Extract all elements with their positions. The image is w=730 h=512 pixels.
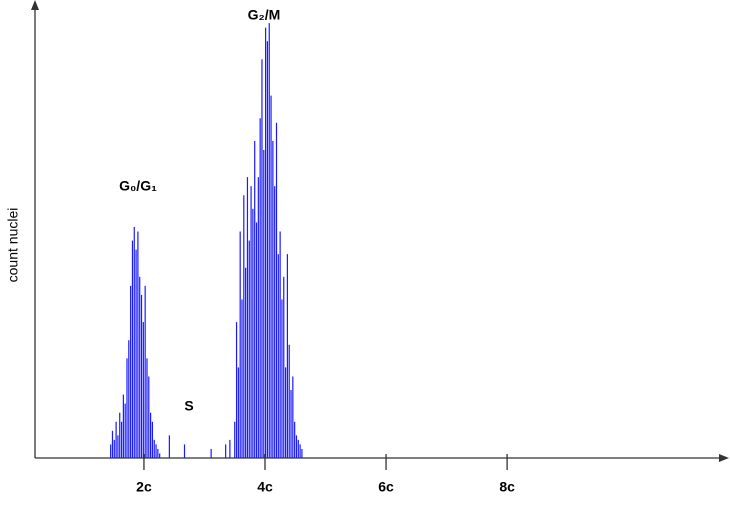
bar bbox=[168, 435, 170, 458]
bar bbox=[133, 226, 135, 458]
bar bbox=[131, 240, 134, 458]
bar bbox=[265, 27, 267, 459]
bar bbox=[122, 394, 124, 458]
bar bbox=[126, 358, 128, 458]
bar bbox=[248, 240, 250, 458]
bar bbox=[234, 421, 236, 458]
bar bbox=[130, 285, 132, 458]
bar bbox=[250, 186, 252, 458]
bar bbox=[225, 444, 227, 458]
bar bbox=[117, 435, 119, 458]
bar bbox=[261, 59, 263, 459]
bar bbox=[299, 444, 301, 458]
annotation: G₂/M bbox=[248, 7, 281, 23]
y-axis-label: count nuclei bbox=[5, 208, 21, 283]
bar bbox=[151, 421, 154, 458]
bar bbox=[140, 294, 143, 458]
x-axis-arrow bbox=[719, 454, 729, 462]
bar bbox=[255, 222, 258, 458]
x-tick-label: 4c bbox=[257, 479, 273, 495]
bar bbox=[241, 299, 243, 458]
bar bbox=[111, 430, 114, 458]
bar bbox=[237, 367, 239, 458]
bar bbox=[294, 421, 296, 458]
bar bbox=[153, 439, 155, 458]
bar bbox=[128, 340, 130, 458]
bar bbox=[137, 231, 139, 458]
bar bbox=[113, 439, 115, 458]
bar bbox=[290, 390, 292, 458]
bar bbox=[268, 23, 270, 459]
bar bbox=[115, 421, 117, 458]
bar bbox=[155, 444, 157, 458]
bar bbox=[292, 376, 294, 458]
bar bbox=[279, 231, 281, 458]
bar bbox=[272, 140, 274, 458]
bar bbox=[144, 285, 146, 458]
bar bbox=[183, 444, 186, 458]
bar bbox=[148, 376, 150, 458]
bar bbox=[259, 118, 261, 458]
bar bbox=[120, 421, 123, 458]
bar bbox=[246, 177, 249, 458]
bar bbox=[283, 276, 285, 458]
bar bbox=[124, 403, 126, 458]
bar bbox=[257, 177, 259, 458]
bar bbox=[281, 299, 283, 458]
bar bbox=[159, 453, 161, 458]
bar bbox=[252, 208, 254, 458]
bar bbox=[146, 358, 148, 458]
bar bbox=[119, 412, 121, 458]
bar bbox=[297, 439, 299, 458]
bar bbox=[274, 186, 276, 458]
bar bbox=[139, 276, 141, 458]
bar bbox=[270, 95, 272, 458]
bar bbox=[235, 322, 238, 458]
bar bbox=[239, 231, 241, 458]
bar bbox=[301, 448, 303, 458]
bar bbox=[135, 249, 137, 458]
annotation: S bbox=[184, 398, 193, 414]
bar bbox=[150, 412, 152, 458]
x-tick-label: 2c bbox=[136, 479, 152, 495]
bar bbox=[263, 149, 265, 458]
x-tick-label: 6c bbox=[378, 479, 394, 495]
x-tick-label: 8c bbox=[499, 479, 515, 495]
bar bbox=[243, 195, 245, 458]
bar bbox=[286, 254, 288, 458]
bar bbox=[254, 140, 256, 458]
bar bbox=[295, 435, 298, 458]
bar bbox=[277, 254, 279, 458]
bar bbox=[266, 41, 269, 459]
bar bbox=[142, 322, 144, 458]
bar bbox=[210, 448, 212, 458]
bar bbox=[245, 267, 247, 458]
bar bbox=[284, 367, 287, 458]
bar bbox=[110, 444, 112, 458]
bar bbox=[288, 344, 290, 458]
y-axis-arrow bbox=[31, 0, 39, 10]
bar bbox=[275, 122, 278, 458]
bar bbox=[157, 448, 159, 458]
bar bbox=[229, 439, 231, 458]
annotation: G₀/G₁ bbox=[119, 178, 157, 194]
